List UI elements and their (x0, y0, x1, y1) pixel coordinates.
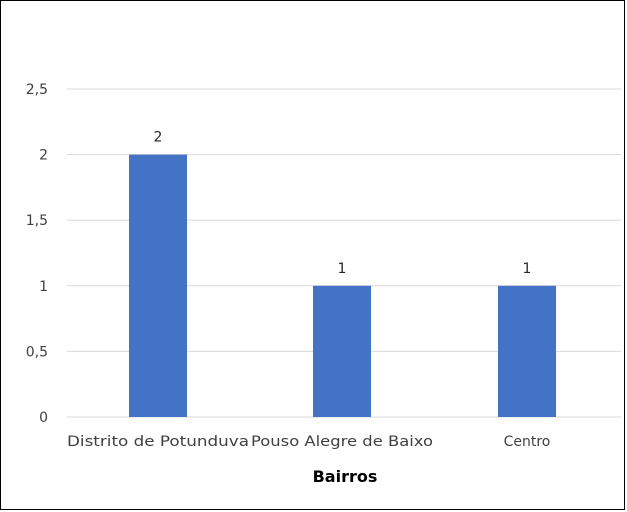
category-label: Centro (504, 434, 551, 450)
bar (313, 285, 371, 417)
y-tick-label: 2,5 (26, 82, 48, 98)
y-tick-label: 0 (39, 410, 48, 426)
y-tick-label: 0,5 (26, 344, 48, 360)
data-label: 1 (338, 261, 347, 277)
x-axis-title: Bairros (313, 467, 378, 486)
bar (129, 154, 187, 417)
category-label: Distrito de Potunduva (67, 434, 249, 450)
data-label: 1 (523, 261, 532, 277)
bar (498, 285, 556, 417)
y-tick-label: 1 (39, 279, 48, 295)
y-tick-label: 1,5 (26, 213, 48, 229)
data-labels: 2 1 1 (154, 130, 532, 277)
x-axis-categories: Distrito de Potunduva Pouso Alegre de Bai… (67, 434, 550, 450)
bars (129, 154, 556, 417)
y-axis-ticks: 0 0,5 1 1,5 2 2,5 (26, 82, 48, 426)
y-tick-label: 2 (39, 148, 48, 164)
category-label: Pouso Alegre de Baixo (251, 434, 433, 450)
data-label: 2 (154, 130, 163, 146)
